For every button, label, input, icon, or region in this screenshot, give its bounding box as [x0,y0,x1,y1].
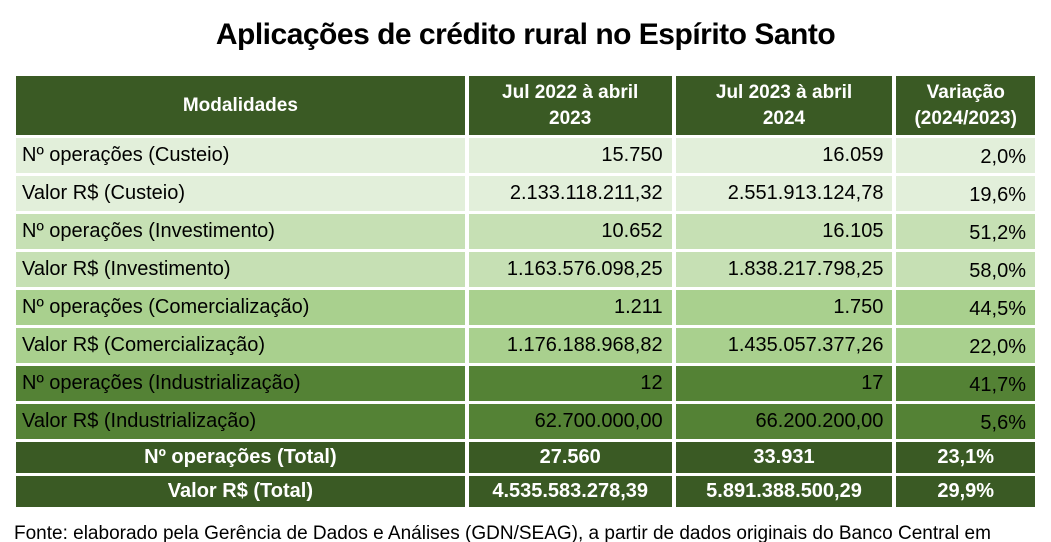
value-2023-2024-cell: 16.059 [675,138,893,173]
value-2023-2024-cell: 1.838.217.798,25 [675,252,893,287]
variacao-cell: 41,7% [896,366,1035,401]
modalidade-cell: Nº operações (Comercialização) [16,290,465,325]
value-2022-2023-cell: 15.750 [468,138,672,173]
variacao-cell: 51,2% [896,214,1035,249]
table-row: Valor R$ (Comercialização) 1.176.188.968,… [16,328,1035,363]
value-2023-2024-cell: 16.105 [675,214,893,249]
modalidade-cell: Valor R$ (Investimento) [16,252,465,287]
column-header-modalidades: Modalidades [16,76,465,135]
value-2022-2023-cell: 27.560 [468,442,672,473]
value-2022-2023-cell: 12 [468,366,672,401]
column-header-variacao: Variação (2024/2023) [896,76,1035,135]
value-2023-2024-cell: 1.435.057.377,26 [675,328,893,363]
value-2022-2023-cell: 1.163.576.098,25 [468,252,672,287]
table-row: Valor R$ (Custeio) 2.133.118.211,32 2.551.… [16,176,1035,211]
value-2022-2023-cell: 62.700.000,00 [468,404,672,439]
modalidade-cell: Valor R$ (Comercialização) [16,328,465,363]
variacao-cell: 19,6% [896,176,1035,211]
column-header-jul2023-abril2024: Jul 2023 à abril 2024 [675,76,893,135]
table-body: Nº operações (Custeio) 15.750 16.059 2,0% Va… [16,138,1035,507]
modalidade-cell: Valor R$ (Total) [16,476,465,507]
header-row: Modalidades Jul 2022 à abril 2023 Jul 20… [16,76,1035,135]
page-title: Aplicações de crédito rural no Espírito … [215,18,836,51]
variacao-cell: 29,9% [896,476,1035,507]
value-2022-2023-cell: 2.133.118.211,32 [468,176,672,211]
table-header: Modalidades Jul 2022 à abril 2023 Jul 20… [16,76,1035,135]
modalidade-cell: Nº operações (Total) [16,442,465,473]
modalidade-cell: Valor R$ (Custeio) [16,176,465,211]
variacao-cell: 23,1% [896,442,1035,473]
source-note: Fonte: elaborado pela Gerência de Dados … [14,523,991,542]
table-row: Valor R$ (Investimento) 1.163.576.098,25 1… [16,252,1035,287]
value-2023-2024-cell: 5.891.388.500,29 [675,476,893,507]
variacao-cell: 58,0% [896,252,1035,287]
table-row: Nº operações (Industrialização) 12 17 41,7% [16,366,1035,401]
value-2023-2024-cell: 66.200.200,00 [675,404,893,439]
value-2023-2024-cell: 1.750 [675,290,893,325]
value-2022-2023-cell: 4.535.583.278,39 [468,476,672,507]
modalidade-cell: Nº operações (Industrialização) [16,366,465,401]
table-row: Nº operações (Comercialização) 1.211 1.750… [16,290,1035,325]
table-row: Valor R$ (Industrialização) 62.700.000,00… [16,404,1035,439]
variacao-cell: 44,5% [896,290,1035,325]
variacao-cell: 22,0% [896,328,1035,363]
value-2022-2023-cell: 10.652 [468,214,672,249]
modalidade-cell: Valor R$ (Industrialização) [16,404,465,439]
variacao-cell: 5,6% [896,404,1035,439]
value-2022-2023-cell: 1.211 [468,290,672,325]
value-2022-2023-cell: 1.176.188.968,82 [468,328,672,363]
value-2023-2024-cell: 17 [675,366,893,401]
variacao-cell: 2,0% [896,138,1035,173]
modalidade-cell: Nº operações (Custeio) [16,138,465,173]
rural-credit-table: Modalidades Jul 2022 à abril 2023 Jul 20… [12,73,1039,510]
table-row: Nº operações (Investimento) 10.652 16.105 5… [16,214,1035,249]
total-row: Valor R$ (Total) 4.535.583.278,39 5.891.38… [16,476,1035,507]
column-header-jul2022-abril2023: Jul 2022 à abril 2023 [468,76,672,135]
table-row: Nº operações (Custeio) 15.750 16.059 2,0% [16,138,1035,173]
value-2023-2024-cell: 2.551.913.124,78 [675,176,893,211]
value-2023-2024-cell: 33.931 [675,442,893,473]
modalidade-cell: Nº operações (Investimento) [16,214,465,249]
total-row: Nº operações (Total) 27.560 33.931 23,1% [16,442,1035,473]
